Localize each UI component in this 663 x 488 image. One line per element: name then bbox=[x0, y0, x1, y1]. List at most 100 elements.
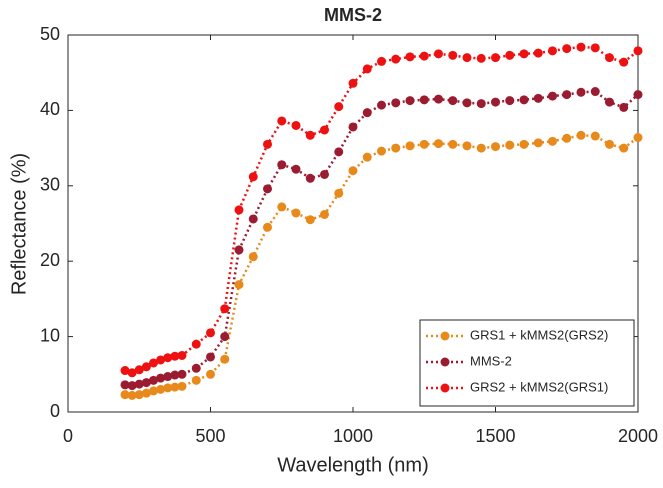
data-point bbox=[377, 100, 386, 110]
data-point bbox=[576, 42, 586, 52]
data-point bbox=[505, 96, 515, 106]
data-point bbox=[419, 51, 429, 61]
data-point bbox=[120, 366, 130, 376]
data-point bbox=[548, 46, 557, 56]
data-point bbox=[405, 96, 415, 106]
data-point bbox=[562, 133, 572, 143]
data-point bbox=[362, 64, 372, 74]
data-point bbox=[434, 139, 443, 149]
data-point bbox=[248, 252, 258, 262]
data-point bbox=[377, 146, 386, 156]
data-point bbox=[362, 108, 372, 118]
x-tick-label: 1500 bbox=[475, 426, 515, 446]
data-point bbox=[134, 390, 144, 400]
data-point bbox=[191, 339, 201, 349]
legend-label: MMS-2 bbox=[470, 353, 512, 368]
data-point bbox=[134, 379, 144, 389]
data-point bbox=[405, 52, 415, 62]
data-point bbox=[619, 143, 629, 153]
data-point bbox=[548, 136, 557, 146]
data-point bbox=[348, 122, 358, 132]
data-point bbox=[248, 172, 258, 182]
data-point bbox=[362, 152, 372, 162]
data-point bbox=[206, 369, 215, 379]
data-point bbox=[619, 102, 629, 112]
y-tick-label: 50 bbox=[40, 24, 60, 44]
legend-marker bbox=[440, 383, 450, 393]
data-point bbox=[491, 53, 500, 63]
data-point bbox=[141, 388, 151, 398]
data-point bbox=[220, 304, 230, 314]
data-point bbox=[141, 362, 151, 372]
data-point bbox=[170, 351, 180, 361]
data-point bbox=[633, 90, 643, 100]
data-point bbox=[434, 49, 443, 59]
data-point bbox=[263, 139, 272, 149]
data-point bbox=[220, 354, 230, 364]
y-tick-label: 40 bbox=[40, 99, 60, 119]
x-tick-label: 1000 bbox=[333, 426, 373, 446]
data-point bbox=[234, 280, 244, 290]
data-point bbox=[141, 378, 151, 388]
data-point bbox=[170, 382, 180, 392]
data-point bbox=[320, 209, 329, 219]
data-point bbox=[163, 353, 173, 363]
data-point bbox=[206, 352, 215, 362]
data-point bbox=[519, 139, 529, 149]
data-point bbox=[149, 358, 158, 368]
data-point bbox=[476, 53, 486, 63]
x-tick-label: 2000 bbox=[618, 426, 658, 446]
data-point bbox=[590, 131, 600, 141]
data-point bbox=[206, 328, 215, 338]
data-point bbox=[134, 365, 144, 375]
data-point bbox=[590, 87, 600, 97]
data-point bbox=[377, 56, 386, 66]
data-point bbox=[120, 390, 130, 400]
series-line bbox=[124, 134, 639, 397]
legend-marker bbox=[440, 357, 450, 367]
legend-label: GRS2 + kMMS2(GRS1) bbox=[470, 379, 608, 394]
data-point bbox=[277, 116, 287, 126]
data-point bbox=[163, 383, 173, 393]
data-point bbox=[305, 173, 315, 183]
data-point bbox=[156, 384, 166, 394]
x-axis-label: Wavelength (nm) bbox=[277, 454, 429, 476]
data-point bbox=[405, 141, 415, 151]
data-point bbox=[462, 53, 472, 63]
data-point bbox=[191, 375, 201, 385]
data-point bbox=[334, 188, 344, 198]
data-point bbox=[391, 143, 401, 153]
data-point bbox=[548, 91, 557, 101]
data-point bbox=[419, 95, 429, 105]
data-point bbox=[448, 139, 458, 149]
data-point bbox=[177, 350, 187, 360]
data-point bbox=[127, 390, 137, 400]
data-point bbox=[576, 130, 586, 140]
y-tick-label: 10 bbox=[40, 325, 60, 345]
data-point bbox=[491, 142, 500, 152]
data-point bbox=[605, 139, 614, 149]
data-point bbox=[476, 99, 486, 109]
y-tick-label: 0 bbox=[50, 401, 60, 421]
data-point bbox=[391, 54, 401, 64]
data-point bbox=[519, 95, 529, 105]
data-point bbox=[448, 96, 458, 106]
data-point bbox=[448, 50, 458, 60]
data-point bbox=[605, 97, 614, 107]
data-point bbox=[305, 215, 315, 225]
data-point bbox=[291, 164, 301, 174]
data-point bbox=[590, 43, 600, 53]
data-point bbox=[120, 380, 130, 390]
data-point bbox=[505, 140, 515, 150]
data-point bbox=[149, 386, 158, 396]
data-point bbox=[491, 97, 500, 107]
legend-box bbox=[419, 319, 635, 407]
data-point bbox=[305, 130, 315, 140]
data-point bbox=[291, 208, 301, 218]
data-point bbox=[348, 78, 358, 88]
data-point bbox=[291, 120, 301, 130]
data-point bbox=[519, 49, 529, 59]
data-point bbox=[533, 48, 543, 58]
data-point bbox=[234, 245, 244, 255]
data-point bbox=[348, 166, 358, 176]
